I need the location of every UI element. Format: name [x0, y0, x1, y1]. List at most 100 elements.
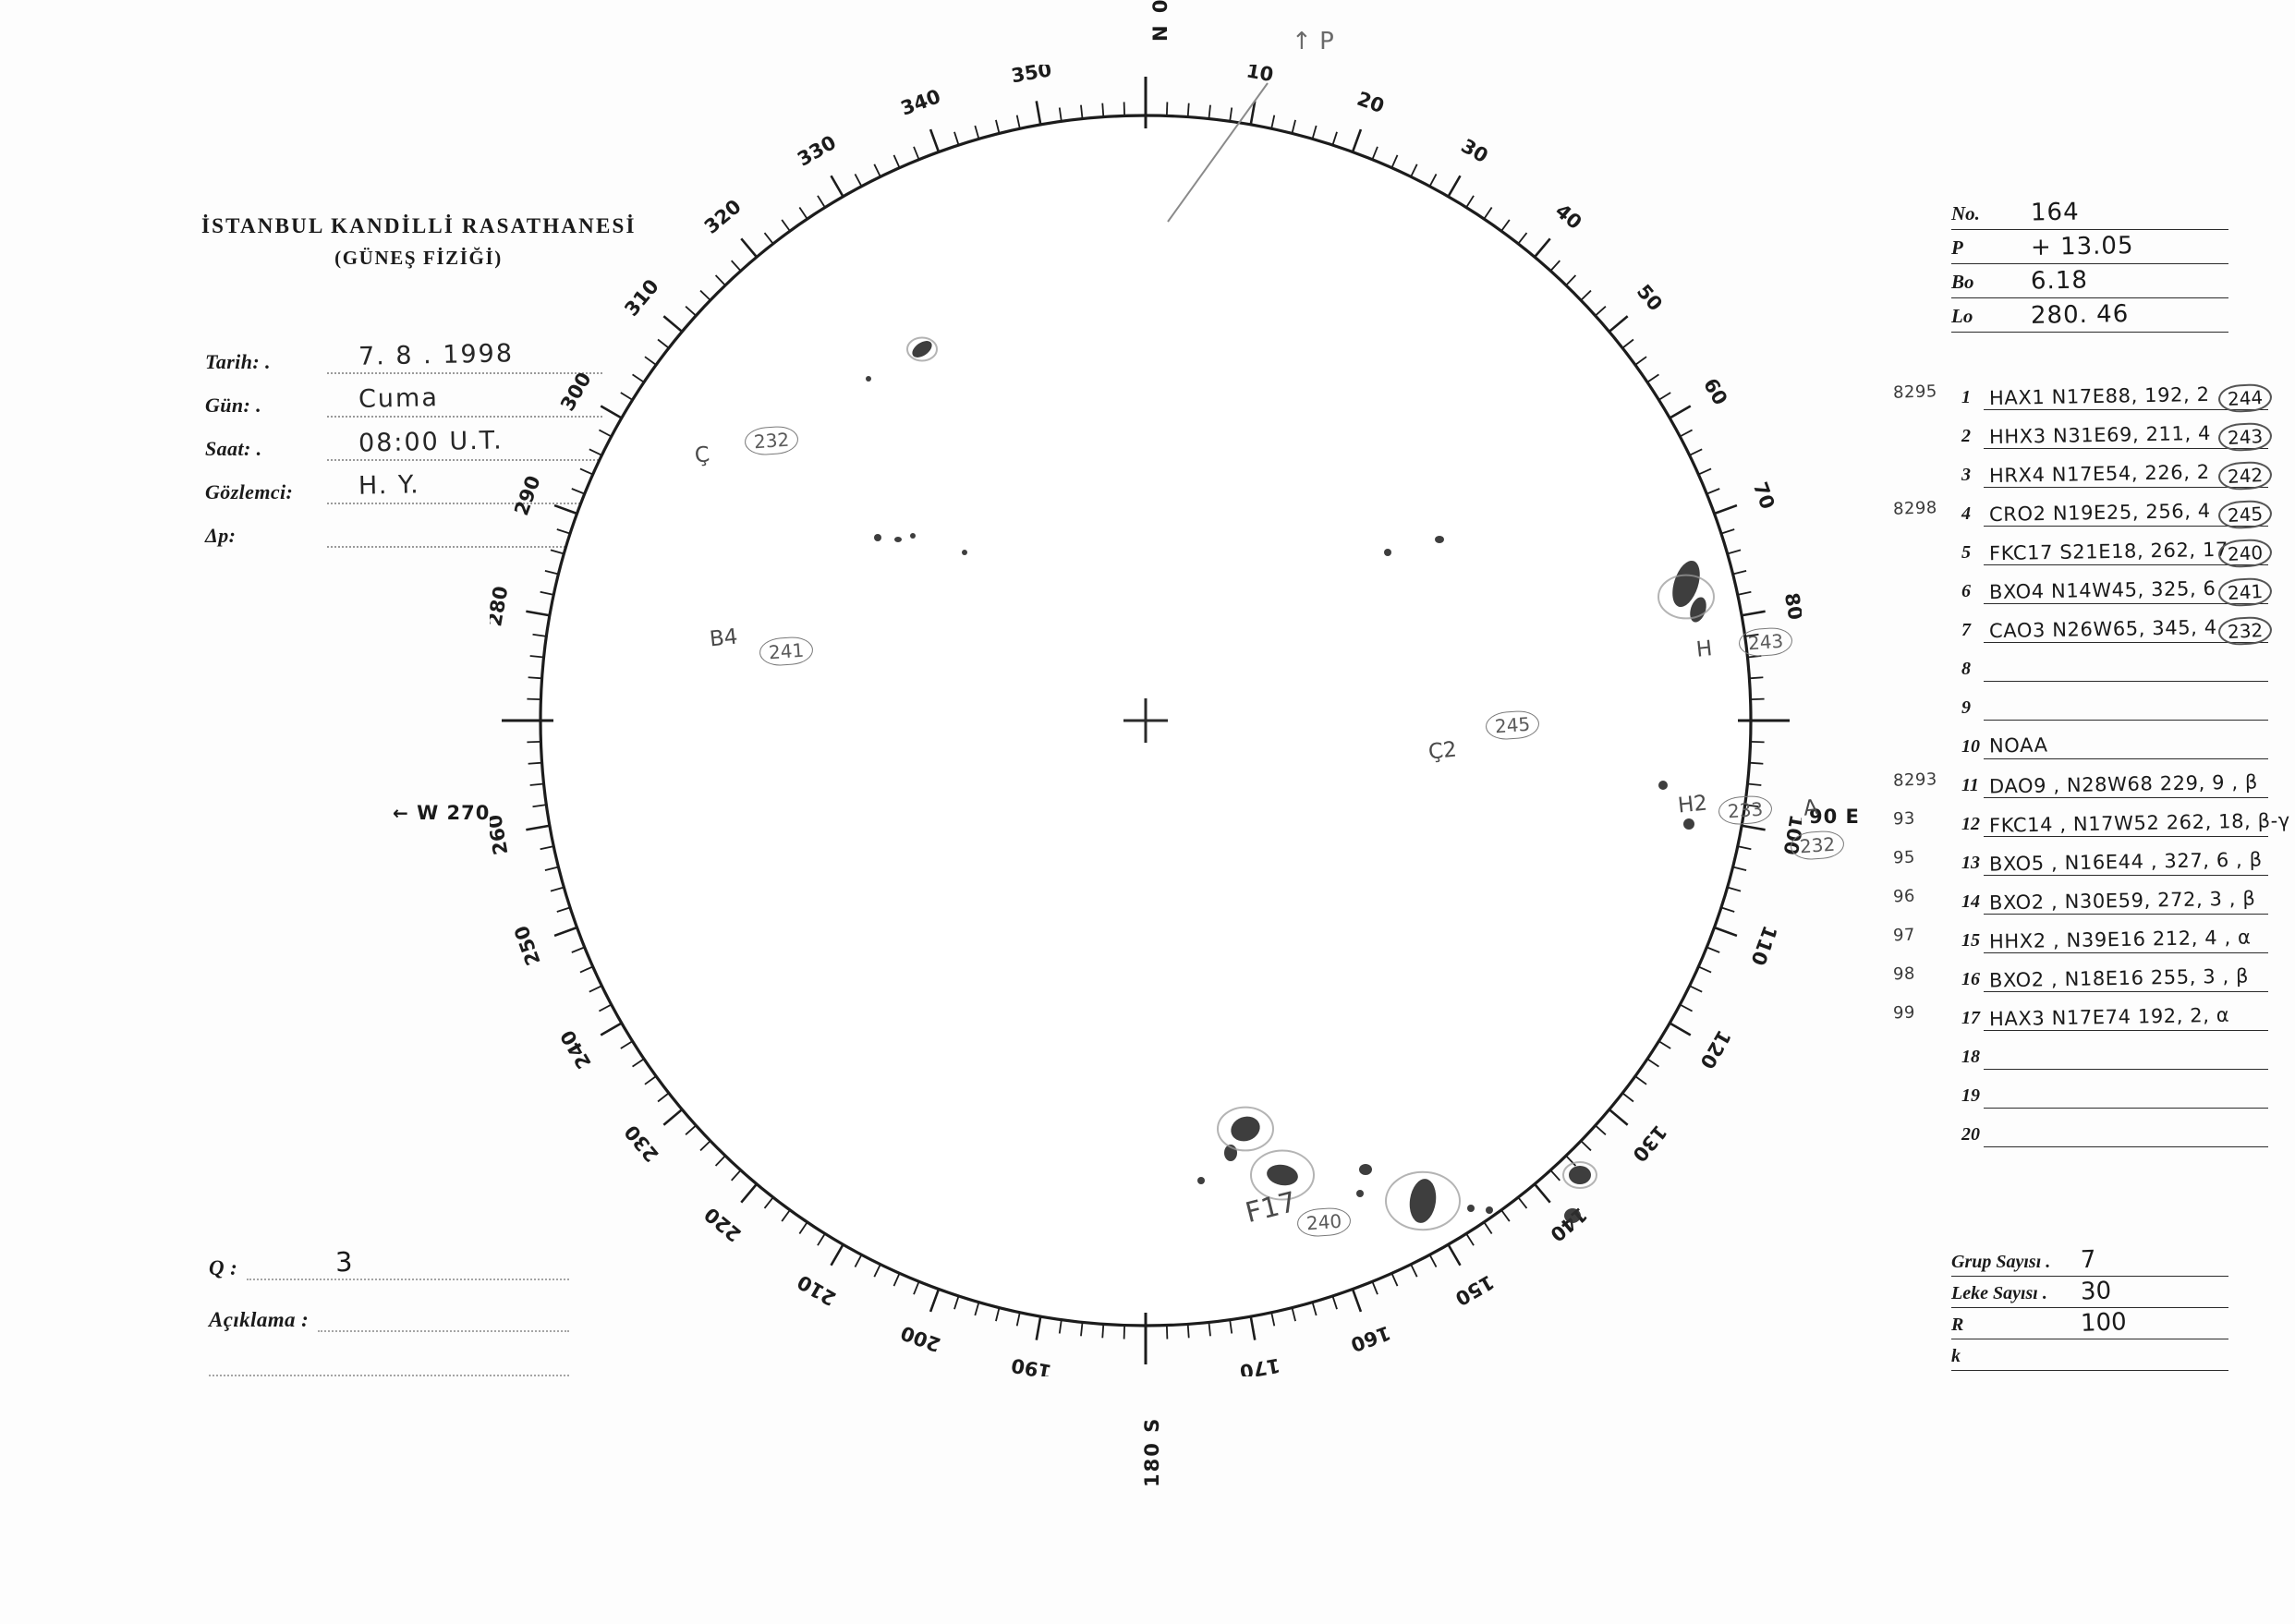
sunspot-umbra: [1467, 1205, 1475, 1212]
group-rule-line: [1984, 758, 2268, 759]
group-entry-text: DAO9 , N28W68 229, 9 , β: [1988, 770, 2259, 798]
group-list-row[interactable]: 96 14 BXO2 , N30E59, 272, 3 , β: [1893, 881, 2268, 920]
aciklama-field[interactable]: [318, 1306, 569, 1332]
sunspot-umbra: [1384, 549, 1391, 556]
group-list-row[interactable]: 99 17 HAX3 N17E74 192, 2, α: [1893, 998, 2268, 1036]
cardinal-east-label: 90 E: [1809, 806, 1860, 828]
group-list-row[interactable]: 8293 11 DAO9 , N28W68 229, 9 , β: [1893, 765, 2268, 804]
group-list-row[interactable]: 20: [1899, 1114, 2268, 1153]
sunspot-umbra: [1690, 597, 1706, 623]
group-list-row[interactable]: 18: [1899, 1036, 2268, 1075]
q-field[interactable]: 3: [247, 1246, 569, 1280]
disk-tick-label: 220: [700, 1203, 746, 1246]
disk-tick-label: 240: [556, 1026, 596, 1073]
group-list-row[interactable]: 5 FKC17 S21E18, 262, 17 240: [1899, 532, 2273, 571]
sunspot-umbra: [1435, 536, 1444, 543]
group-list-row[interactable]: 8298 4 CRO2 N19E25, 256, 4 245: [1893, 493, 2273, 532]
group-rule-line: [1984, 836, 2268, 837]
delta-p-label: Δp:: [205, 524, 237, 547]
aciklama-extra-line[interactable]: [209, 1373, 569, 1376]
group-list-row[interactable]: 10 NOAA: [1899, 726, 2268, 765]
gozlemci-label: Gözlemci:: [205, 480, 294, 503]
group-rule-line: [1984, 526, 2268, 527]
gun-label: Gün: .: [205, 394, 262, 417]
sunspot-umbra: [894, 537, 902, 542]
saat-label: Saat: .: [205, 437, 262, 460]
group-entry-text: BXO4 N14W45, 325, 6: [1988, 576, 2216, 604]
group-list-row[interactable]: 97 15 HHX2 , N39E16 212, 4 , α: [1893, 920, 2268, 959]
group-entry-text: BXO5 , N16E44 , 327, 6 , β: [1988, 848, 2263, 876]
header-row-bo: Bo 6.18: [1951, 264, 2228, 298]
group-list-row[interactable]: 93 12 FKC14 , N17W52 262, 18, β-γ: [1893, 804, 2290, 842]
disk-tick-label: 280: [490, 585, 512, 628]
sunspot-umbra: [866, 376, 871, 382]
group-rule-line: [1984, 720, 2268, 721]
sunspot-umbra: [1658, 781, 1668, 790]
group-list-row[interactable]: 6 BXO4 N14W45, 325, 6 241: [1899, 571, 2273, 610]
group-entry-text: FKC14 , N17W52 262, 18, β-γ: [1988, 809, 2291, 837]
group-list-row[interactable]: 8: [1899, 648, 2268, 687]
disk-tick-label: 290: [510, 473, 545, 518]
group-entry-text: NOAA: [1988, 733, 2048, 757]
form-row-gozlemci: Gözlemci: H. Y.: [205, 461, 602, 504]
sunspot-penumbra: [1658, 574, 1715, 620]
group-entry-text: BXO2 , N30E59, 272, 3 , β: [1988, 887, 2256, 915]
disk-tick-label: 330: [794, 131, 840, 171]
gozlemci-value: H. Y.: [358, 470, 420, 501]
summary-block: Grup Sayısı . 7 Leke Sayısı . 30 R 100 k: [1951, 1245, 2228, 1371]
group-entry-text: HAX3 N17E74 192, 2, α: [1988, 1003, 2230, 1031]
group-list-row[interactable]: 95 13 BXO5 , N16E44 , 327, 6 , β: [1893, 842, 2268, 881]
group-noaa-number: 96: [1892, 886, 1916, 907]
disk-tick-label: 340: [898, 85, 943, 120]
disk-tick-label: 210: [794, 1270, 840, 1310]
group-entry-text: CRO2 N19E25, 256, 4: [1988, 499, 2211, 527]
gun-field[interactable]: Cuma: [327, 383, 602, 418]
spot-label-0: Ç: [693, 442, 711, 468]
sunspot-penumbra: [1385, 1170, 1461, 1231]
sunspot-umbra: [1569, 1166, 1591, 1184]
group-rule-line: [1984, 681, 2268, 682]
disk-tick-label: 20: [1354, 88, 1388, 118]
disk-tick-label: 200: [898, 1321, 943, 1356]
header-table: No. 164 P + 13.05 Bo 6.18 Lo 280. 46: [1951, 196, 2228, 333]
sunspot-umbra: [874, 534, 881, 541]
group-rule-line: [1984, 487, 2268, 488]
group-index: 9: [1961, 697, 1971, 718]
header-row-p: P + 13.05: [1951, 230, 2228, 264]
gozlemci-field[interactable]: H. Y.: [327, 470, 602, 504]
group-index: 16: [1961, 969, 1980, 989]
group-entry-text: FKC17 S21E18, 262, 17: [1988, 538, 2229, 565]
cardinal-west-label: ← W 270: [393, 802, 491, 824]
disk-tick-label: 320: [700, 195, 746, 238]
group-list-row[interactable]: 19: [1899, 1075, 2268, 1114]
group-index: 15: [1961, 930, 1980, 951]
p-label: P: [1951, 236, 1963, 259]
leke-sayisi-value: 30: [2080, 1277, 2112, 1306]
group-index: 12: [1961, 814, 1980, 834]
delta-p-field[interactable]: [327, 518, 602, 548]
group-list-row[interactable]: 9: [1899, 687, 2268, 726]
summary-row-r: R 100: [1951, 1308, 2228, 1339]
sunspot-penumbra: [1217, 1106, 1274, 1152]
leke-sayisi-label: Leke Sayısı .: [1951, 1283, 2047, 1303]
group-list-row[interactable]: 8295 1 HAX1 N17E88, 192, 2 244: [1893, 377, 2273, 416]
disk-tick-label: 230: [620, 1121, 663, 1166]
sunspot-penumbra: [906, 336, 938, 362]
group-rule-line: [1984, 991, 2268, 992]
sunspot-umbra: [1486, 1206, 1493, 1214]
saat-field[interactable]: 08:00 U.T.: [327, 426, 602, 461]
group-list-row[interactable]: 2 HHX3 N31E69, 211, 4 243: [1899, 416, 2273, 454]
group-list-row[interactable]: 3 HRX4 N17E54, 226, 2 242: [1899, 454, 2273, 493]
no-value: 164: [2030, 198, 2080, 227]
quality-block: Q : 3 Açıklama :: [209, 1229, 569, 1376]
form-row-gun: Gün: . Cuma: [205, 374, 602, 418]
disk-tick-label: 40: [1551, 200, 1586, 234]
disk-tick-label: 350: [1010, 65, 1053, 87]
organization-department: (GÜNEŞ FİZİĞİ): [334, 247, 503, 269]
group-list-row[interactable]: 7 CAO3 N26W65, 345, 4 232: [1899, 610, 2273, 648]
group-noaa-number: 8293: [1892, 770, 1938, 791]
group-list-row[interactable]: 98 16 BXO2 , N18E16 255, 3 , β: [1893, 959, 2268, 998]
q-label: Q :: [209, 1256, 238, 1279]
solar-disk-chart: 10 20 30 40 50 60 70 80 100 110 120 130 140 150 160 170…: [490, 65, 1802, 1376]
tarih-field[interactable]: 7. 8 . 1998: [327, 339, 602, 374]
